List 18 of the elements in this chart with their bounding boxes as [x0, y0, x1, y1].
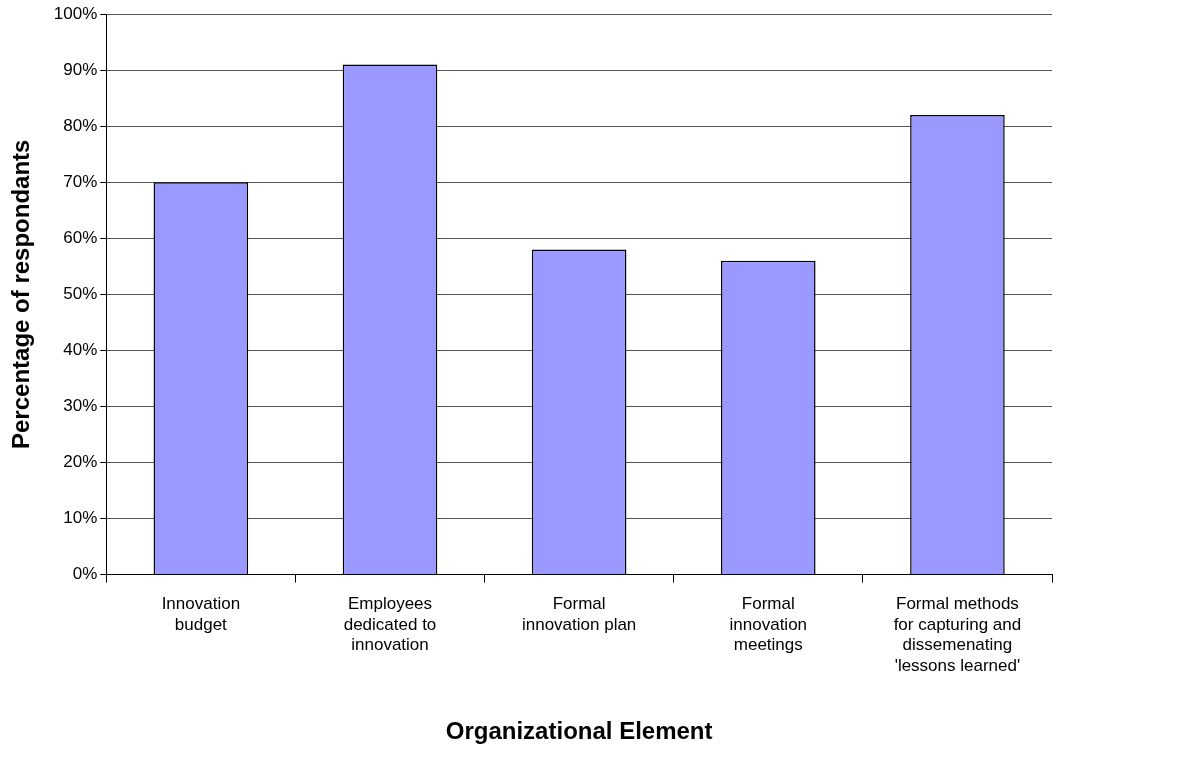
y-tick-label: 100% — [53, 3, 98, 23]
x-tick-label: Employees dedicated to innovation — [343, 594, 437, 655]
x-axis-title: Organizational Element — [445, 717, 713, 745]
y-tick-label: 90% — [63, 59, 98, 79]
y-tick-label: 70% — [63, 171, 98, 191]
x-tick-label: Innovation budget — [161, 594, 241, 634]
y-axis-title: Percentage of respondants — [7, 139, 35, 450]
y-tick-label: 80% — [63, 115, 98, 135]
y-tick-label: 10% — [63, 508, 98, 528]
y-tick-label: 30% — [63, 396, 98, 416]
y-tick-label: 50% — [63, 283, 98, 303]
y-tick-label: 0% — [72, 564, 98, 584]
y-tick-label: 40% — [63, 340, 98, 360]
x-tick-label: Formal methods for capturing and dissemenating 'lessons learned' — [893, 594, 1022, 675]
y-tick-label: 60% — [63, 227, 98, 247]
x-tick-label: Formal innovation meetings — [729, 594, 808, 655]
y-tick-label: 20% — [63, 452, 98, 472]
x-tick-label: Formal innovation plan — [521, 594, 637, 634]
